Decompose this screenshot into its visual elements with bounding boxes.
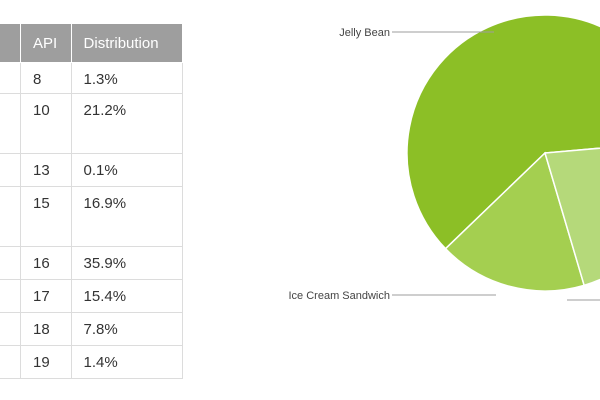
version-name-cell	[0, 279, 22, 313]
table-row: 17 15.4%	[0, 279, 184, 313]
table-row: 8 1.3%	[0, 62, 184, 94]
table-row: omb130.1%	[0, 153, 184, 187]
version-name-cell: an	[0, 246, 22, 280]
version-name-cell: read	[0, 93, 22, 154]
version-name-cell: omb	[0, 153, 22, 187]
distribution-cell: 1.3%	[71, 62, 184, 94]
pie-slice	[544, 147, 600, 287]
table-row: an1635.9%	[0, 246, 184, 280]
table-row: 19 1.4%	[0, 345, 184, 379]
table-row: read1021.2%	[0, 93, 184, 154]
version-name-cell	[0, 345, 22, 379]
header-version-name: me	[0, 23, 22, 63]
api-level-cell: 13	[20, 153, 72, 187]
header-api: API	[20, 23, 72, 63]
table-row: 18 7.8%	[0, 312, 184, 346]
table-header-row: me API Distribution	[0, 23, 184, 63]
api-level-cell: 16	[20, 246, 72, 280]
distribution-cell: 15.4%	[71, 279, 184, 313]
api-level-cell: 10	[20, 93, 72, 154]
callout-jelly-bean-label: Jelly Bean	[339, 27, 390, 39]
callout-ice-cream-sandwich-label: Ice Cream Sandwich	[289, 290, 391, 302]
distribution-cell: 35.9%	[71, 246, 184, 280]
header-distribution: Distribution	[70, 23, 184, 63]
api-level-cell: 15	[20, 186, 72, 247]
api-level-cell: 17	[20, 279, 72, 313]
version-name-cell	[0, 62, 22, 94]
distribution-table: me API Distribution 81.3%read1021.2%omb1…	[0, 23, 184, 379]
distribution-cell: 21.2%	[71, 93, 184, 154]
distribution-cell: 1.4%	[71, 345, 184, 379]
pie-slice	[444, 151, 586, 292]
distribution-cell: 7.8%	[71, 312, 184, 346]
api-level-cell: 8	[20, 62, 72, 94]
version-table-panel: me API Distribution 81.3%read1021.2%omb1…	[0, 0, 245, 400]
version-name-cell: mch	[0, 186, 22, 247]
distribution-cell: 16.9%	[71, 186, 184, 247]
api-level-cell: 18	[20, 312, 72, 346]
api-level-cell: 19	[20, 345, 72, 379]
pie-slice	[406, 14, 600, 250]
table-row: mch1516.9%	[0, 186, 184, 247]
version-name-cell	[0, 312, 22, 346]
distribution-cell: 0.1%	[71, 153, 184, 187]
